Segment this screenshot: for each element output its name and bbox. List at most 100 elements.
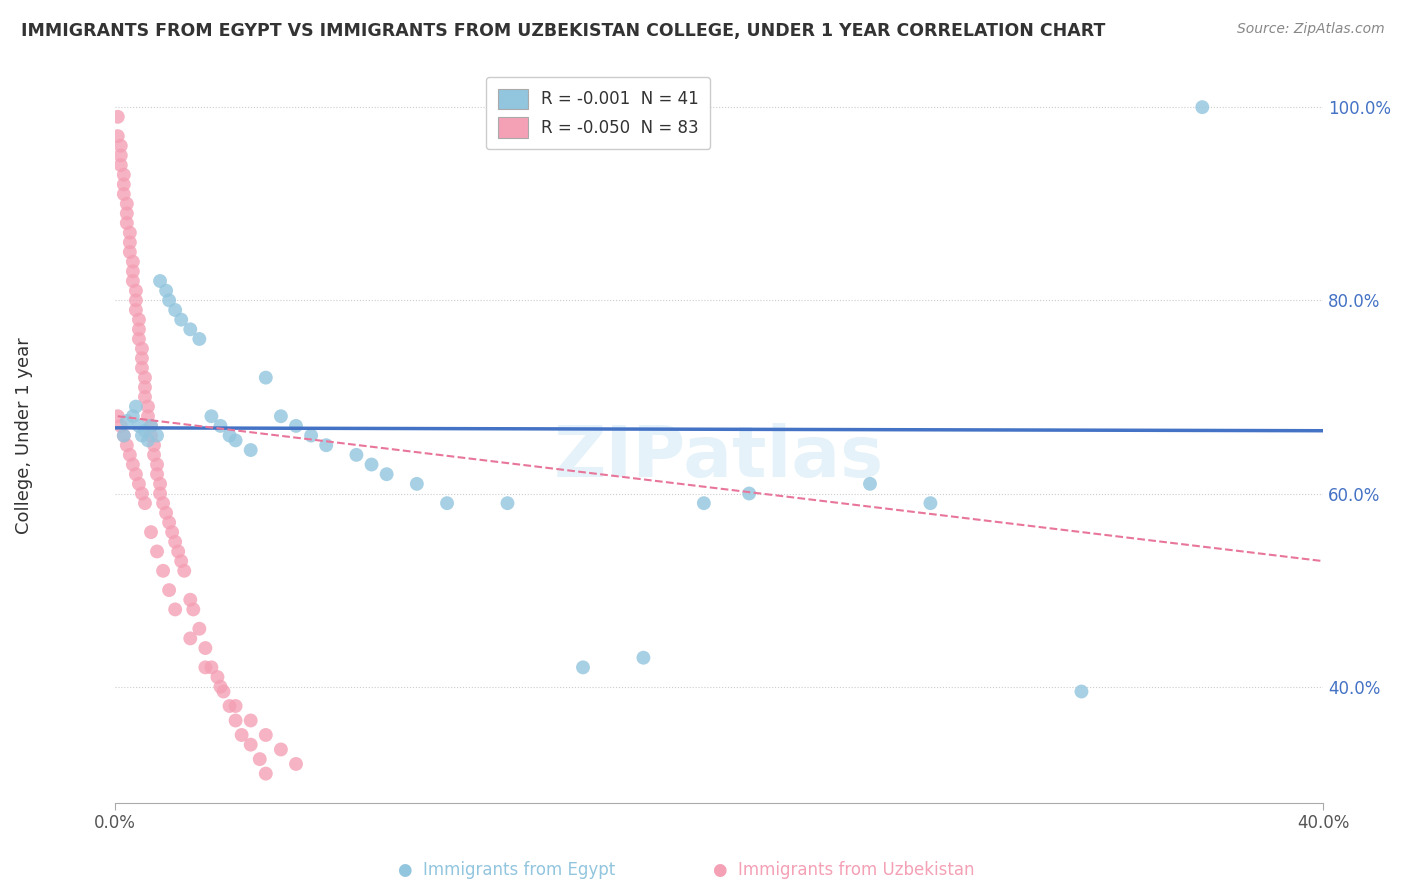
- Point: [346, 448, 368, 462]
- Point: [128, 476, 150, 491]
- Point: [149, 476, 172, 491]
- Point: [143, 448, 166, 462]
- Text: IMMIGRANTS FROM EGYPT VS IMMIGRANTS FROM UZBEKISTAN COLLEGE, UNDER 1 YEAR CORREL: IMMIGRANTS FROM EGYPT VS IMMIGRANTS FROM…: [21, 22, 1105, 40]
- Point: [139, 418, 162, 433]
- Point: [239, 714, 262, 728]
- Point: [155, 284, 177, 298]
- Point: [115, 206, 138, 220]
- Point: [188, 332, 211, 346]
- Point: [128, 332, 150, 346]
- Point: [165, 303, 187, 318]
- Point: [254, 728, 277, 742]
- Point: [112, 168, 135, 182]
- Point: [738, 486, 761, 500]
- Point: [254, 370, 277, 384]
- Point: [157, 293, 180, 308]
- Point: [170, 554, 193, 568]
- Point: [122, 274, 145, 288]
- Point: [181, 602, 204, 616]
- Point: [225, 714, 247, 728]
- Text: ●  Immigrants from Egypt: ● Immigrants from Egypt: [398, 861, 614, 879]
- Text: ●  Immigrants from Uzbekistan: ● Immigrants from Uzbekistan: [713, 861, 974, 879]
- Point: [920, 496, 942, 510]
- Point: [110, 158, 132, 172]
- Point: [131, 351, 153, 366]
- Point: [360, 458, 382, 472]
- Point: [149, 486, 172, 500]
- Point: [375, 467, 398, 482]
- Point: [125, 284, 148, 298]
- Point: [128, 322, 150, 336]
- Point: [115, 438, 138, 452]
- Point: [107, 110, 129, 124]
- Point: [139, 525, 162, 540]
- Point: [110, 148, 132, 162]
- Point: [134, 390, 156, 404]
- Point: [149, 274, 172, 288]
- Point: [188, 622, 211, 636]
- Point: [107, 129, 129, 144]
- Point: [179, 322, 201, 336]
- Point: [165, 602, 187, 616]
- Point: [110, 138, 132, 153]
- Point: [212, 684, 235, 698]
- Point: [436, 496, 458, 510]
- Point: [125, 467, 148, 482]
- Point: [285, 418, 308, 433]
- Point: [134, 424, 156, 438]
- Point: [225, 434, 247, 448]
- Point: [200, 409, 222, 424]
- Point: [115, 196, 138, 211]
- Point: [139, 418, 162, 433]
- Point: [115, 216, 138, 230]
- Point: [207, 670, 229, 684]
- Point: [110, 418, 132, 433]
- Point: [112, 428, 135, 442]
- Point: [155, 506, 177, 520]
- Point: [146, 544, 169, 558]
- Point: [225, 698, 247, 713]
- Point: [170, 312, 193, 326]
- Point: [200, 660, 222, 674]
- Point: [118, 235, 141, 250]
- Point: [285, 756, 308, 771]
- Point: [152, 496, 174, 510]
- Point: [136, 400, 159, 414]
- Legend: R = -0.001  N = 41, R = -0.050  N = 83: R = -0.001 N = 41, R = -0.050 N = 83: [486, 77, 710, 149]
- Point: [315, 438, 337, 452]
- Point: [131, 428, 153, 442]
- Point: [693, 496, 716, 510]
- Point: [167, 544, 190, 558]
- Point: [160, 525, 183, 540]
- Point: [125, 400, 148, 414]
- Point: [1070, 684, 1092, 698]
- Point: [270, 742, 292, 756]
- Point: [249, 752, 271, 766]
- Point: [239, 443, 262, 458]
- Point: [128, 418, 150, 433]
- Point: [136, 434, 159, 448]
- Point: [118, 226, 141, 240]
- Point: [496, 496, 519, 510]
- Point: [165, 534, 187, 549]
- Point: [157, 516, 180, 530]
- Text: ZIPatlas: ZIPatlas: [554, 423, 884, 492]
- Point: [157, 583, 180, 598]
- Point: [633, 650, 655, 665]
- Point: [270, 409, 292, 424]
- Point: [146, 428, 169, 442]
- Point: [218, 698, 240, 713]
- Point: [194, 660, 217, 674]
- Point: [231, 728, 253, 742]
- Point: [134, 370, 156, 384]
- Point: [299, 428, 322, 442]
- Point: [134, 380, 156, 394]
- Point: [122, 254, 145, 268]
- Point: [572, 660, 595, 674]
- Point: [131, 342, 153, 356]
- Point: [405, 476, 427, 491]
- Point: [112, 428, 135, 442]
- Point: [122, 264, 145, 278]
- Point: [152, 564, 174, 578]
- Y-axis label: College, Under 1 year: College, Under 1 year: [15, 337, 32, 534]
